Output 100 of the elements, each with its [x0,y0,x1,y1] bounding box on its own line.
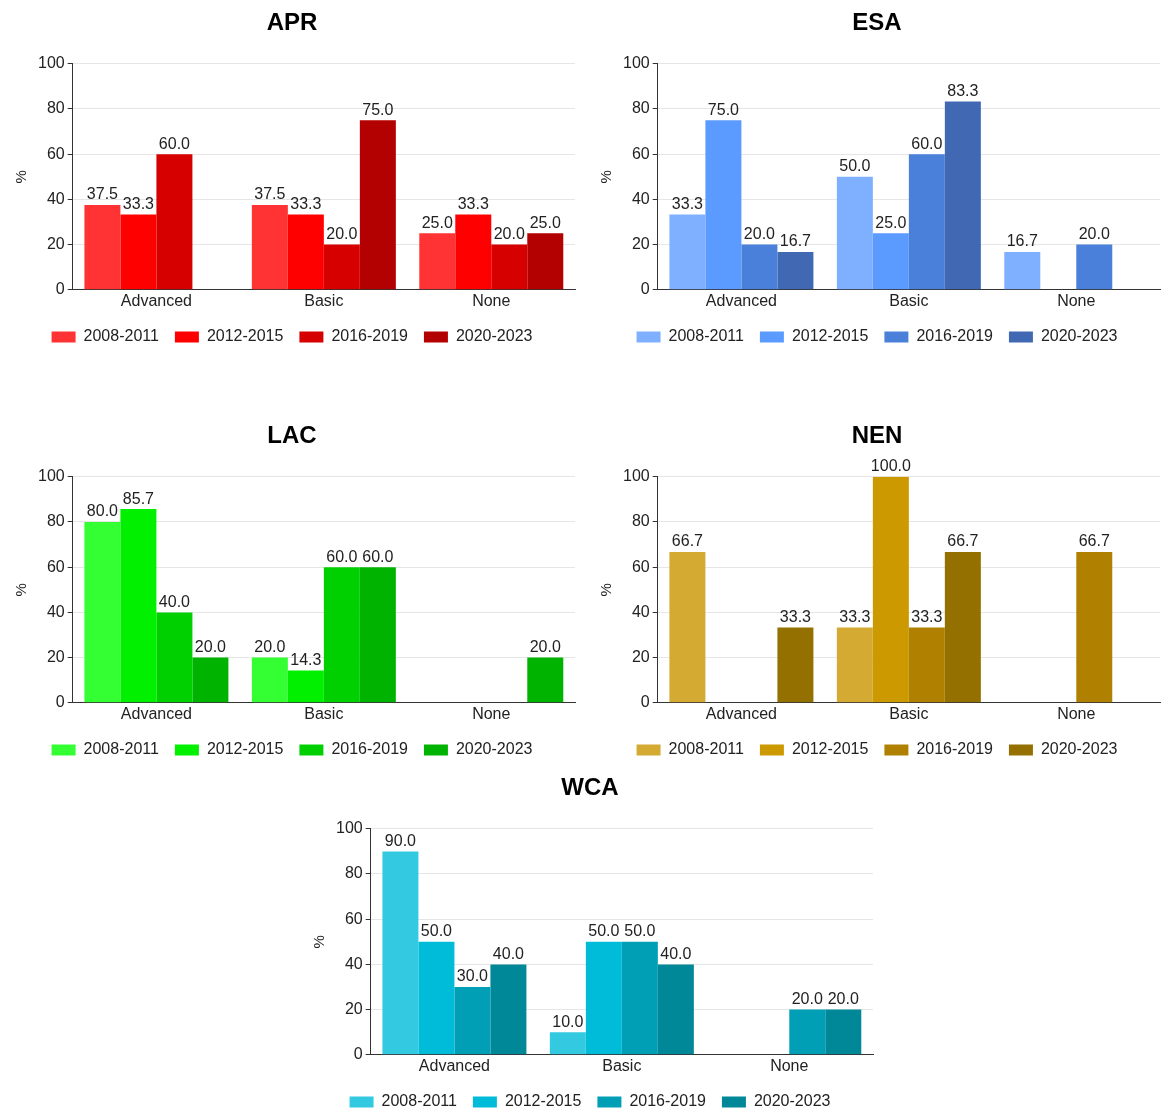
x-tick-label: Basic [304,704,344,722]
y-tick-label: 60 [631,557,650,575]
legend-label: 2012-2015 [791,740,869,758]
data-label: 16.7 [779,232,812,250]
y-axis-title: % [597,170,615,184]
data-label: 37.5 [86,185,119,203]
bar [120,509,157,703]
y-tick-label: 80 [631,99,650,117]
data-label: 90.0 [384,831,417,849]
y-tick-label: 20 [46,648,65,666]
y-tick-label: 80 [46,512,65,530]
bar [84,522,121,703]
data-label: 33.3 [290,194,322,212]
x-tick-label: None [472,704,511,722]
bar [120,214,157,290]
legend-label: 2016-2019 [331,327,409,345]
legend-label: 2008-2011 [83,740,159,758]
y-tick-label: 40 [631,602,650,620]
legend-label: 2016-2019 [331,740,409,758]
bar [251,205,288,290]
legend-label: 2012-2015 [504,1092,582,1110]
x-tick-label: Advanced [705,704,777,722]
data-label: 20.0 [743,225,776,243]
data-label: 33.3 [122,194,155,212]
x-tick-label: Basic [889,704,929,722]
data-label: 20.0 [529,638,561,656]
data-label: 60.0 [158,134,191,152]
data-label: 20.0 [493,225,525,243]
data-label: 30.0 [456,967,489,985]
bar [669,552,706,703]
data-label: 66.7 [671,532,704,550]
data-label: 80.0 [86,502,119,520]
legend-label: 2008-2011 [668,740,744,758]
y-tick-label: 0 [55,693,65,711]
y-tick-label: 60 [46,144,65,162]
bar [908,627,945,703]
y-tick-label: 80 [631,512,650,530]
bar [454,987,491,1055]
legend-label: 2012-2015 [791,327,869,345]
bar [777,627,814,703]
data-label: 40.0 [158,592,191,610]
bar [705,120,742,290]
data-label: 20.0 [1078,225,1110,243]
data-label: 33.3 [671,194,704,212]
x-tick-label: Basic [602,1056,642,1074]
data-label: 50.0 [624,922,656,940]
x-tick-label: None [472,291,511,309]
data-label: 25.0 [529,213,561,231]
data-label: 50.0 [420,922,453,940]
bar [527,657,564,703]
y-tick-label: 0 [640,280,650,298]
bar [621,941,658,1055]
bar [836,627,873,703]
data-label: 20.0 [194,638,227,656]
legend-label: 2008-2011 [83,327,159,345]
x-tick-label: None [1057,291,1096,309]
bar [549,1032,586,1055]
data-label: 60.0 [911,134,943,152]
bar [192,657,229,703]
bar [323,244,360,290]
legend-label: 2012-2015 [206,740,284,758]
chart-title: APR [266,8,318,36]
data-label: 66.7 [947,532,979,550]
y-tick-label: 80 [46,99,65,117]
bar [156,154,193,290]
bar [84,205,121,290]
bar [455,214,492,290]
bar [789,1009,826,1055]
bar [872,233,909,290]
x-tick-label: Advanced [120,291,192,309]
data-label: 50.0 [588,922,620,940]
bar [944,101,981,290]
y-tick-label: 60 [46,557,65,575]
y-tick-label: 100 [622,54,650,72]
legend-label: 2016-2019 [916,740,994,758]
legend-label: 2016-2019 [916,327,994,345]
data-label: 25.0 [875,213,907,231]
data-label: 16.7 [1006,232,1038,250]
bar [382,851,419,1055]
bar [359,567,396,703]
data-label: 40.0 [660,944,692,962]
data-label: 20.0 [791,990,823,1008]
bar [836,176,873,290]
legend-label: 2020-2023 [1040,327,1118,345]
legend-label: 2020-2023 [455,327,533,345]
bar [490,964,527,1055]
y-tick-label: 20 [631,648,650,666]
y-tick-label: 40 [46,189,65,207]
y-tick-label: 40 [46,602,65,620]
chart-title: NEN [851,421,903,449]
bar [825,1009,862,1055]
x-tick-label: Basic [889,291,929,309]
bar [156,612,193,703]
data-label: 20.0 [254,638,286,656]
x-tick-label: Advanced [418,1056,490,1074]
bar [908,154,945,290]
bar [1004,252,1041,290]
data-label: 10.0 [552,1012,584,1030]
legend-label: 2008-2011 [668,327,744,345]
legend-label: 2020-2023 [753,1092,831,1110]
